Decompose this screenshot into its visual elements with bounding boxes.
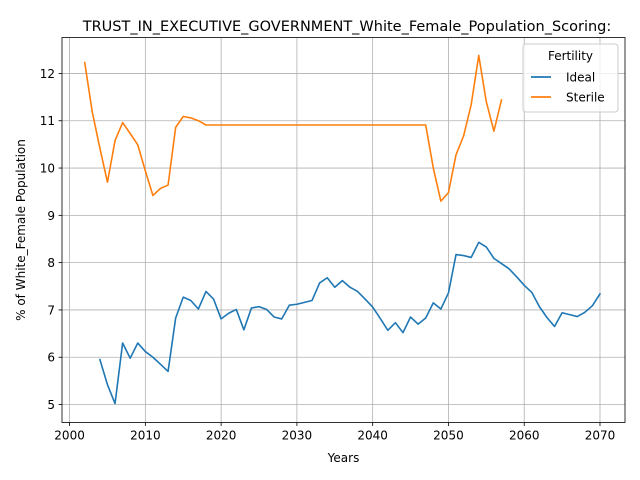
x-tick-label: 2050 [433,429,464,443]
x-axis-label: Years [327,451,360,465]
x-tick-label: 2000 [54,429,85,443]
x-tick-label: 2040 [357,429,388,443]
x-tick-label: 2030 [282,429,313,443]
legend-title: Fertility [548,49,593,63]
legend-label-sterile: Sterile [566,91,605,105]
y-tick-label: 10 [40,162,55,176]
y-tick-label: 8 [47,256,55,270]
y-tick-label: 9 [47,209,55,223]
x-tick-label: 2070 [585,429,616,443]
x-tick-label: 2010 [130,429,161,443]
legend: Fertility Ideal Sterile [522,43,619,113]
legend-box [522,43,619,113]
x-tick-label: 2060 [509,429,540,443]
x-tick-label: 2020 [206,429,237,443]
plot-area-frame [61,37,626,423]
series-lines [83,54,602,405]
y-tick-label: 6 [47,351,55,365]
series-line-ideal [98,241,602,405]
y-axis-label: % of White_Female Population [14,139,28,321]
y-tick-label: 7 [47,303,55,317]
y-tick-label: 5 [47,398,55,412]
series-line-sterile [83,54,503,202]
legend-label-ideal: Ideal [566,71,595,85]
y-tick-label: 11 [40,114,55,128]
chart-title: TRUST_IN_EXECUTIVE_GOVERNMENT_White_Fema… [82,19,612,35]
axis-ticks: 2000 2010 2020 2030 2040 2050 2060 2070 5 6 7 8 9 10 1… [40,67,616,443]
y-tick-label: 12 [40,67,55,81]
